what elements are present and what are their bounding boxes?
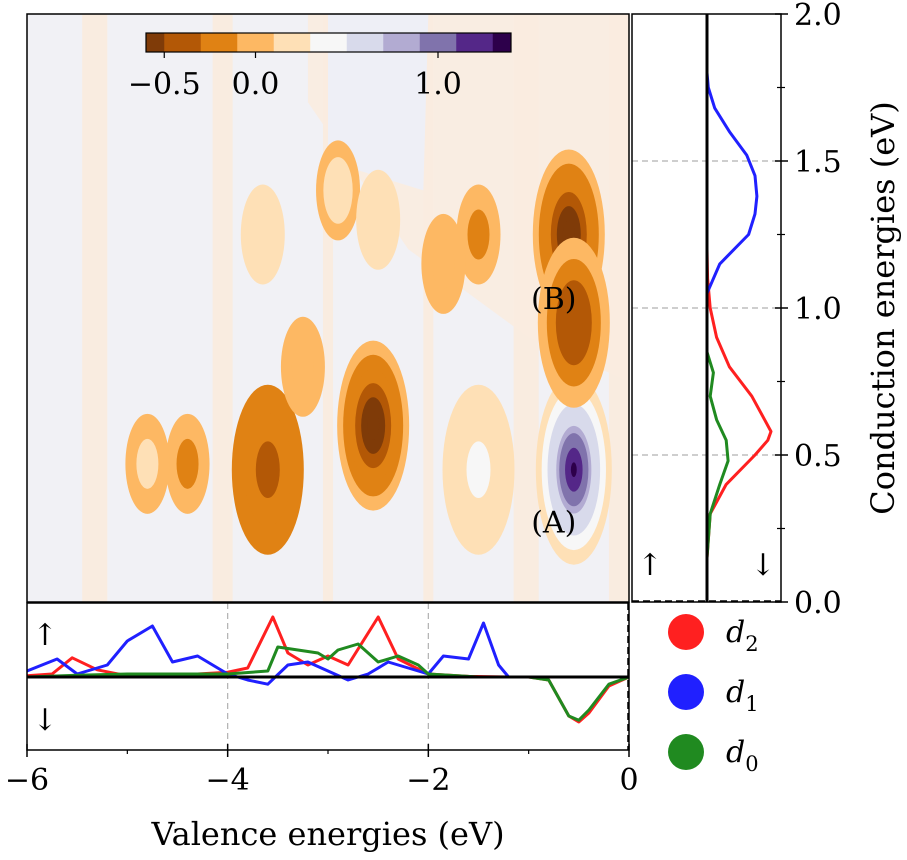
contour-level [291, 341, 314, 392]
colorbar-swatch [438, 33, 457, 52]
colorbar-tick-label-1: 1.0 [414, 67, 462, 102]
heatmap-peak [442, 384, 515, 555]
spin-up-label-right: ↑ [637, 548, 662, 583]
contour-level [432, 238, 455, 289]
heatmap-peak [231, 384, 304, 555]
colorbar-swatch [383, 33, 402, 52]
colorbar-swatch [328, 33, 348, 52]
legend-label: d2 [726, 615, 759, 656]
heatmap-peak [456, 184, 501, 285]
bottom-xtick-label: −6 [5, 763, 49, 798]
conduction-dos-line [705, 249, 773, 559]
conduction-dos-curves [705, 72, 773, 559]
colorbar-swatch [146, 33, 165, 52]
colorbar-tick-label-neg05: −0.5 [128, 67, 201, 102]
contour-level [136, 438, 159, 489]
heatmap-peak [280, 316, 325, 417]
spin-down-label-right: ↓ [750, 548, 775, 583]
heatmap-band [423, 14, 434, 602]
heatmap-peak [125, 413, 170, 514]
conduction-dos-line [705, 72, 759, 294]
bottom-xtick-label: −2 [406, 763, 450, 798]
valence-dos-panel: −6 −4 −2 0 ↑ ↓ Valence energies (eV) [5, 602, 639, 853]
colorbar-swatch [273, 33, 293, 52]
colorbar-ticks [163, 52, 439, 58]
right-ytick-label: 2.0 [794, 0, 842, 33]
right-ytick-label: 1.5 [794, 145, 842, 180]
colorbar-swatch [292, 33, 311, 52]
heatmap-peak [535, 374, 612, 565]
legend-marker [668, 734, 704, 770]
heatmap-peak [165, 413, 210, 514]
heatmap-peak [240, 184, 285, 285]
contour-level [466, 441, 491, 499]
colorbar-swatch [255, 33, 275, 52]
heatmap-peak [337, 340, 410, 511]
y-axis-title: Conduction energies (eV) [864, 101, 902, 515]
colorbar-swatch [182, 33, 202, 52]
contour-level [564, 301, 583, 344]
legend-marker [668, 674, 704, 710]
heatmap-band [212, 14, 233, 602]
legend-marker [668, 614, 704, 650]
colorbar-tick-label-0: 0.0 [232, 67, 280, 102]
colorbar-swatch [164, 33, 183, 52]
orbital-legend: d2 d1 d0 [668, 614, 759, 776]
colorbar: −0.5 0.0 1.0 [128, 32, 512, 102]
colorbar-swatch [219, 33, 238, 52]
colorbar-swatch [310, 33, 329, 52]
heatmap-band [322, 14, 334, 602]
colorbar-swatch [401, 33, 421, 52]
contour-level [570, 462, 577, 478]
heatmap-band [82, 14, 108, 602]
right-ytick-label: 0.5 [794, 439, 842, 474]
annotation-b-label: (B) [531, 282, 576, 317]
legend-label: d1 [726, 675, 759, 716]
valence-dos-line [27, 621, 629, 686]
contour-level [255, 441, 280, 499]
colorbar-swatch [346, 33, 366, 52]
heatmap-band [328, 14, 429, 191]
contour-level [176, 438, 199, 489]
heatmap-peak [537, 237, 610, 408]
valence-dos-line [27, 642, 629, 722]
spin-down-label-bottom: ↓ [32, 703, 57, 738]
conduction-dos-panel: 0.0 0.5 1.0 1.5 2.0 ↑ ↓ Conduction energies … [631, 0, 902, 621]
main-heatmap-panel: (A) (B) [26, 13, 630, 603]
right-ytick-label: 1.0 [794, 292, 842, 327]
x-axis-title: Valence energies (eV) [150, 815, 504, 853]
bottom-xaxis-ticks: −6 −4 −2 0 [5, 744, 639, 798]
right-yaxis-ticks: 0.0 0.5 1.0 1.5 2.0 [775, 0, 842, 621]
heatmap-peak [356, 169, 401, 270]
colorbar-swatch [200, 33, 220, 52]
conduction-dos-line [705, 351, 730, 559]
bottom-xtick-label: −4 [206, 763, 250, 798]
colorbar-swatch [237, 33, 256, 52]
contour-level [251, 209, 274, 260]
right-ytick-label: 0.0 [794, 586, 842, 621]
colorbar-swatch [492, 33, 512, 52]
colorbar-swatch [474, 33, 494, 52]
contour-level [330, 173, 346, 208]
heatmap-peak [316, 140, 361, 241]
heatmap-peak [421, 213, 466, 314]
contour-level [367, 194, 390, 245]
contour-level [467, 209, 490, 260]
legend-label: d0 [726, 735, 759, 776]
colorbar-frame [145, 32, 512, 53]
colorbar-swatch [365, 33, 384, 52]
heatmap-contour-peaks [125, 140, 612, 565]
contour-level [367, 411, 380, 440]
colorbar-swatch [419, 33, 439, 52]
annotation-a-label: (A) [531, 506, 576, 541]
bottom-xtick-label: 0 [619, 763, 638, 798]
colorbar-swatches [146, 33, 512, 52]
colorbar-swatch [456, 33, 475, 52]
spin-up-label-bottom: ↑ [32, 618, 57, 653]
main-panel-frame [26, 13, 630, 603]
